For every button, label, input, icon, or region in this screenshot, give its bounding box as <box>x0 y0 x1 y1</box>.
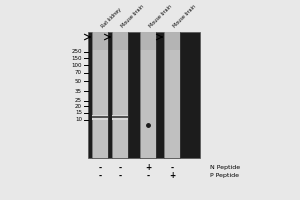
Text: 20: 20 <box>75 104 82 109</box>
Text: Mouse brain: Mouse brain <box>148 4 173 29</box>
Text: 50: 50 <box>75 79 82 84</box>
Text: Rat kidney: Rat kidney <box>100 7 122 29</box>
Text: -: - <box>98 164 102 172</box>
Bar <box>92 32 108 50</box>
Bar <box>92 32 108 158</box>
Bar <box>140 32 156 50</box>
Text: -: - <box>98 171 102 180</box>
Text: Mouse brain: Mouse brain <box>120 4 145 29</box>
Bar <box>164 32 180 50</box>
Text: -: - <box>118 164 122 172</box>
Text: -: - <box>146 171 150 180</box>
Text: +: + <box>169 171 175 180</box>
Text: 15: 15 <box>75 110 82 115</box>
Text: P Peptide: P Peptide <box>210 173 239 178</box>
Text: 150: 150 <box>71 56 82 61</box>
Text: 35: 35 <box>75 89 82 94</box>
Text: Mouse brain: Mouse brain <box>172 4 197 29</box>
Text: +: + <box>145 164 151 172</box>
Text: 25: 25 <box>75 98 82 103</box>
Bar <box>88 32 200 158</box>
Text: 100: 100 <box>71 63 82 68</box>
Bar <box>92 115 108 120</box>
Text: N Peptide: N Peptide <box>210 166 240 170</box>
Bar <box>140 32 156 158</box>
Bar <box>112 115 128 120</box>
Bar <box>112 32 128 50</box>
Text: -: - <box>170 164 174 172</box>
Bar <box>164 32 180 158</box>
Text: -: - <box>118 171 122 180</box>
Bar <box>112 32 128 158</box>
Text: 10: 10 <box>75 117 82 122</box>
Text: 250: 250 <box>71 49 82 54</box>
Text: 70: 70 <box>75 70 82 75</box>
